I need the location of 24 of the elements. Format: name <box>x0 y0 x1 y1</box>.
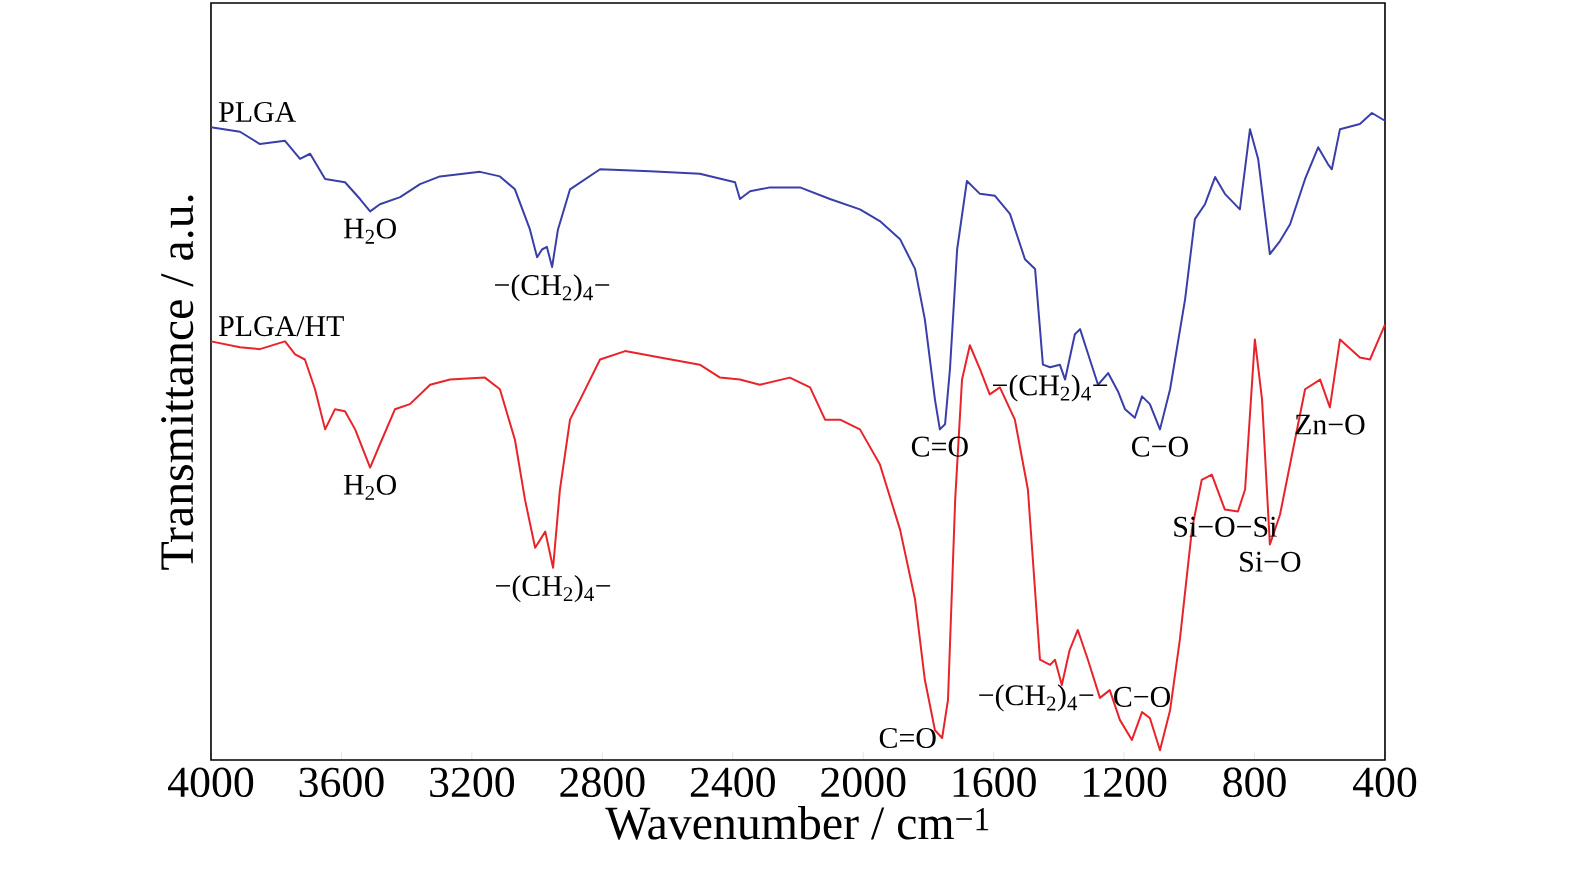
annotation: H$_{2}$O <box>343 218 396 244</box>
x-tick-label: 4000 <box>168 767 254 798</box>
x-tick-label: 2800 <box>560 767 645 798</box>
x-tick-label: 3600 <box>299 767 384 798</box>
annotation: C−O <box>1132 436 1188 457</box>
annotation: −(CH$_{2}$)$_{4}$− <box>979 684 1094 712</box>
x-tick-label: 2000 <box>821 767 906 798</box>
series-label: PLGA/HT <box>219 316 344 337</box>
y-axis-title: Transmittance / a.u. <box>161 195 194 570</box>
annotation: C−O <box>1114 686 1170 707</box>
x-tick-label: 400 <box>1352 767 1417 798</box>
annotation: −(CH$_{2}$)$_{4}$− <box>993 374 1108 402</box>
x-tick-label: 1600 <box>953 767 1036 798</box>
x-tick-label: 3200 <box>430 767 515 798</box>
x-tick-label: 2400 <box>690 767 775 798</box>
annotation: H$_{2}$O <box>343 474 396 500</box>
annotation: Si−O <box>1240 551 1301 572</box>
annotation: −(CH$_{2}$)$_{4}$− <box>496 575 611 603</box>
annotation: −(CH$_{2}$)$_{4}$− <box>495 274 610 302</box>
x-tick-label: 800 <box>1223 767 1286 798</box>
annotation: C=O <box>879 727 936 749</box>
series-label: PLGA <box>219 101 296 123</box>
x-axis-title: Wavenumber / cm$^{−1}$ <box>605 805 989 840</box>
x-tick-label: 1200 <box>1084 767 1167 798</box>
